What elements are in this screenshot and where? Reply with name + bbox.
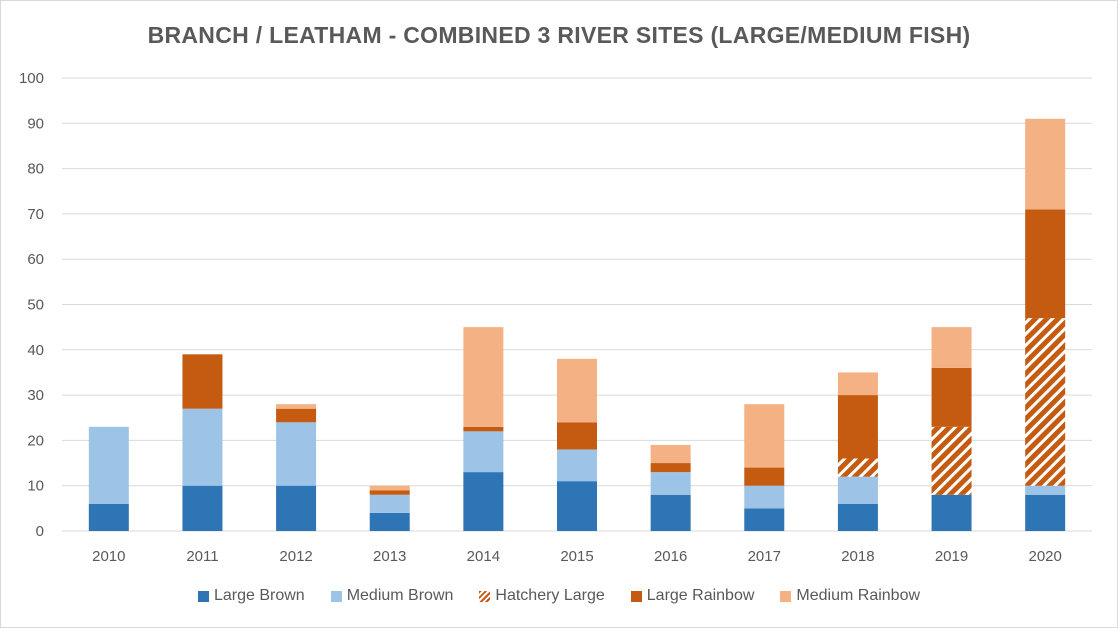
bar-segment-large-brown-2019	[931, 494, 972, 531]
bar-segment-hatchery-large-2020	[1025, 318, 1066, 486]
bar-segment-large-brown-2010	[88, 503, 129, 531]
bar-segment-large-rainbow-2020	[1025, 209, 1066, 319]
x-tick-label: 2011	[186, 548, 218, 565]
y-tick-label: 90	[27, 115, 44, 132]
bar-segment-medium-rainbow-2018	[837, 372, 878, 396]
legend-label: Large Rainbow	[646, 587, 755, 604]
bar-segment-large-brown-2014	[463, 472, 504, 531]
legend-swatch	[780, 590, 792, 602]
bar-segment-medium-rainbow-2019	[931, 327, 972, 368]
y-tick-label: 50	[27, 297, 44, 314]
chart-title: BRANCH / LEATHAM - COMBINED 3 RIVER SITE…	[147, 22, 971, 48]
x-tick-label: 2019	[935, 548, 968, 565]
legend-item-medium-rainbow: Medium Rainbow	[780, 587, 920, 605]
bar-segment-medium-brown-2010	[88, 426, 129, 504]
y-tick-label: 60	[27, 251, 44, 268]
bar-segment-large-brown-2015	[557, 481, 597, 531]
x-tick-label: 2020	[1028, 548, 1061, 565]
y-tick-label: 40	[27, 342, 44, 359]
bar-segment-medium-rainbow-2017	[744, 404, 785, 468]
bar-segment-medium-brown-2011	[182, 408, 223, 486]
chart-legend: Large Brown Medium Brown Hatchery Large Lar…	[0, 587, 1118, 605]
bar-segment-large-rainbow-2018	[837, 395, 878, 459]
bar-segment-large-rainbow-2017	[744, 467, 785, 486]
bar-segment-medium-rainbow-2013	[369, 485, 410, 491]
legend-swatch	[630, 590, 642, 602]
legend-item-large-rainbow: Large Rainbow	[630, 587, 755, 605]
bar-segment-large-rainbow-2011	[182, 354, 223, 409]
x-tick-label: 2018	[841, 548, 874, 565]
bar-segment-medium-brown-2012	[276, 422, 317, 486]
bar-segment-large-rainbow-2016	[650, 463, 691, 473]
x-tick-label: 2010	[92, 548, 125, 565]
y-tick-label: 10	[27, 478, 44, 495]
bar-segment-medium-brown-2020	[1025, 485, 1066, 495]
legend-label: Medium Brown	[346, 587, 454, 604]
legend-item-hatchery-large: Hatchery Large	[479, 587, 605, 605]
bar-segment-medium-rainbow-2016	[650, 444, 691, 464]
y-tick-label: 0	[36, 523, 44, 540]
bar-segment-medium-brown-2013	[369, 494, 410, 513]
bar-segment-medium-rainbow-2012	[276, 404, 317, 409]
y-tick-label: 70	[27, 206, 44, 223]
bar-segment-medium-rainbow-2020	[1025, 118, 1066, 210]
bar-segment-medium-brown-2017	[744, 485, 785, 509]
bar-segment-large-rainbow-2019	[931, 367, 972, 427]
bar-segment-large-brown-2012	[276, 485, 317, 531]
bar-segment-hatchery-large-2018	[837, 458, 878, 477]
y-tick-label: 20	[27, 432, 44, 449]
bar-segment-medium-rainbow-2015	[557, 358, 597, 423]
legend-swatch	[197, 590, 209, 602]
bar-segment-medium-brown-2014	[463, 431, 504, 473]
bar-segment-large-rainbow-2014	[463, 426, 504, 432]
bar-segment-large-rainbow-2015	[557, 422, 597, 450]
bar-segment-large-brown-2013	[369, 512, 410, 531]
bar-segment-large-brown-2017	[744, 508, 785, 531]
bar-segment-medium-brown-2015	[557, 449, 597, 482]
legend-item-large-brown: Large Brown	[197, 587, 305, 605]
legend-item-medium-brown: Medium Brown	[330, 587, 454, 605]
bar-segment-hatchery-large-2019	[931, 426, 972, 495]
bar-segment-large-brown-2018	[837, 503, 878, 531]
bar-segment-large-rainbow-2013	[369, 490, 410, 495]
bar-segment-medium-brown-2018	[837, 476, 878, 504]
x-tick-label: 2016	[654, 548, 687, 565]
bar-segment-large-brown-2016	[650, 494, 691, 531]
bar-segment-medium-brown-2016	[650, 472, 691, 495]
legend-label: Large Brown	[213, 587, 305, 604]
legend-swatch	[479, 590, 491, 602]
legend-label: Hatchery Large	[495, 587, 605, 604]
legend-swatch	[330, 590, 342, 602]
x-tick-label: 2012	[279, 548, 312, 565]
bar-segment-large-brown-2011	[182, 485, 223, 531]
bar-segment-medium-rainbow-2014	[463, 327, 504, 427]
legend-label: Medium Rainbow	[796, 587, 921, 604]
x-tick-label: 2017	[748, 548, 781, 565]
y-tick-label: 100	[19, 70, 44, 87]
bar-segment-large-rainbow-2012	[276, 408, 317, 423]
y-tick-label: 80	[27, 161, 44, 178]
bar-segment-large-brown-2020	[1025, 494, 1066, 531]
x-tick-label: 2014	[467, 548, 500, 565]
y-tick-label: 30	[27, 387, 44, 404]
x-tick-label: 2015	[560, 548, 593, 565]
x-tick-label: 2013	[373, 548, 406, 565]
